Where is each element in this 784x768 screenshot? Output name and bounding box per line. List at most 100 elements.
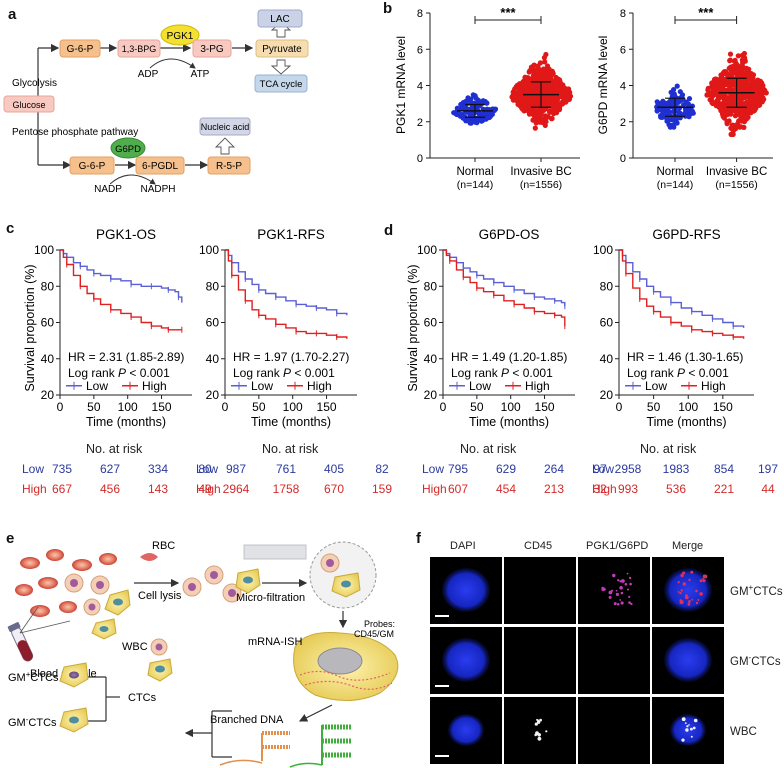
signal-dot xyxy=(621,579,625,583)
dot-point xyxy=(707,97,713,103)
dot-point xyxy=(720,84,726,90)
xtick-label: 50 xyxy=(252,400,266,414)
signal-dot xyxy=(536,718,539,721)
signal-dot xyxy=(690,570,694,574)
risk-cell: 761 xyxy=(275,462,297,476)
ylabel: PGK1 mRNA level xyxy=(394,36,408,134)
dot-point xyxy=(740,80,746,86)
signal-dot xyxy=(680,589,683,592)
dot-point xyxy=(730,131,736,137)
micro-row-label: GM+CTCs xyxy=(730,583,783,598)
risk-cell: 264 xyxy=(543,462,565,476)
signal-dot xyxy=(624,582,628,586)
signal-dot xyxy=(677,591,680,593)
legend-high: High xyxy=(525,379,550,393)
km-series-low xyxy=(60,249,183,303)
svg-text:Pyruvate: Pyruvate xyxy=(262,44,302,55)
dot-point xyxy=(466,115,473,121)
row-suffix: CTCs xyxy=(751,655,781,668)
signal-dot xyxy=(608,595,612,599)
chart-title: PGK1-OS xyxy=(96,227,156,242)
dot-point xyxy=(512,93,518,99)
xtick-label: 0 xyxy=(57,400,64,414)
ytick-label: 60 xyxy=(424,316,438,330)
category-label: Invasive BC xyxy=(706,166,767,178)
dot-point xyxy=(730,70,736,76)
dot-point xyxy=(741,50,747,57)
ppp-label: Pentose phosphate pathway xyxy=(12,127,138,138)
ytick-label: 100 xyxy=(417,243,437,257)
gm-minus-label: GM-CTCs xyxy=(8,715,57,729)
logrank-text: Log rank P < 0.001 xyxy=(68,366,170,380)
row-prefix: GM xyxy=(730,585,749,598)
dot-point xyxy=(530,117,536,123)
micro-col-header: PGK1/G6PD xyxy=(586,540,649,552)
row-suffix: CTCs xyxy=(753,585,783,598)
svg-text:PGK1: PGK1 xyxy=(167,31,194,42)
svg-text:Cell lysis: Cell lysis xyxy=(138,590,182,602)
signal-dot xyxy=(682,582,687,586)
dot-point xyxy=(485,110,491,117)
signal-dot xyxy=(627,588,629,591)
logrank-text: Log rank P < 0.001 xyxy=(451,366,553,380)
category-n: (n=1556) xyxy=(715,179,757,191)
svg-text:TCA cycle: TCA cycle xyxy=(260,79,303,90)
bpg-box xyxy=(117,39,161,58)
dot-point xyxy=(739,66,745,72)
micro-tile xyxy=(504,697,576,764)
svg-text:CTCs: CTCs xyxy=(128,692,157,704)
signal-dot xyxy=(692,726,696,730)
signal-dot xyxy=(626,572,629,575)
legend-high: High xyxy=(307,379,332,393)
dot-point xyxy=(534,89,540,95)
signal-dot xyxy=(545,730,548,733)
signal-dot xyxy=(536,720,541,724)
dot-point xyxy=(563,99,569,105)
micro-tile xyxy=(652,627,724,694)
dot-point xyxy=(523,80,529,86)
risk-row-label-low: Low xyxy=(592,462,615,476)
xlabel: Time (months) xyxy=(469,415,549,429)
dot-point xyxy=(541,55,547,61)
chart-title: G6PD-OS xyxy=(479,227,540,242)
dot-point xyxy=(747,97,753,103)
dot-point xyxy=(732,113,738,119)
micro-tile xyxy=(578,697,650,764)
category-label: Normal xyxy=(456,166,493,178)
legend-high: High xyxy=(701,379,726,393)
dot-point xyxy=(658,113,664,119)
ytick-label: 20 xyxy=(41,388,55,402)
xtick-label: 150 xyxy=(535,400,555,414)
xtick-label: 150 xyxy=(317,400,337,414)
dot-point xyxy=(727,83,733,89)
risk-table-title: No. at risk xyxy=(640,442,697,456)
logrank-text: Log rank P < 0.001 xyxy=(627,366,729,380)
micro-tile xyxy=(578,627,650,694)
signal-dot xyxy=(691,598,694,601)
blood-cells-cluster xyxy=(15,549,131,640)
signal-dot xyxy=(684,722,687,724)
xtick-label: 0 xyxy=(222,400,229,414)
dot-point xyxy=(704,92,710,98)
svg-text:Probes:: Probes: xyxy=(364,619,395,629)
signal-dot xyxy=(688,724,690,726)
dot-point xyxy=(666,109,673,115)
dot-point xyxy=(520,95,526,101)
branched-dna-orange xyxy=(219,731,290,766)
dot-point xyxy=(553,76,559,83)
dot-point xyxy=(705,85,711,91)
xtick-label: 100 xyxy=(283,400,303,414)
ytick-label: 40 xyxy=(206,352,220,366)
svg-text:NADP: NADP xyxy=(94,184,122,195)
risk-cell: 629 xyxy=(495,462,517,476)
branched-dna-green xyxy=(289,724,352,768)
signal-dot xyxy=(693,718,698,723)
dot-point xyxy=(729,96,735,103)
lysed-cells xyxy=(182,565,261,603)
dot-point xyxy=(750,75,756,81)
micro-tile xyxy=(430,557,502,624)
workflow-diagram: Blood sample RBC Cell lysis Micro-filtra… xyxy=(7,540,399,768)
glucose-box xyxy=(3,95,55,113)
dot-point xyxy=(737,92,743,98)
panel-label-e: e xyxy=(6,530,15,547)
